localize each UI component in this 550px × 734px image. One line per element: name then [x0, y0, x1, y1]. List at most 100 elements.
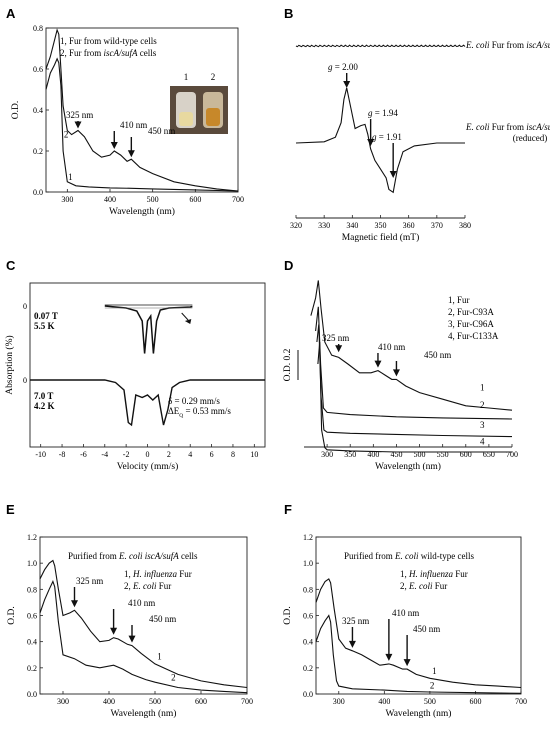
panel-c: -10 -8 -6 -4 -2 0 2 4 6 8 10 Velocity (mm/s) Absorpt…	[4, 282, 266, 472]
x-axis-label: Wavelength (nm)	[386, 708, 452, 719]
arrow-450-head	[392, 369, 400, 377]
legend-title-text: wild-type cells	[419, 551, 475, 561]
panel-a: 300 400 500 600 700 0.0 0.2 0.4 0.6 0.8 Wavelength…	[11, 24, 244, 217]
quadrupole-value: = 0.53 mm/s	[183, 406, 231, 416]
series-line-top	[295, 44, 466, 48]
panel-b: 320 330 340 350 360 370 380 Magnetic field (mT)…	[290, 40, 550, 243]
annotation-450nm: 450 nm	[413, 624, 440, 634]
annotation-450nm: 450 nm	[148, 126, 175, 136]
x-axis-label: Wavelength (nm)	[375, 461, 441, 472]
temp-label-2: 4.2 K	[34, 401, 55, 411]
panel-letter-f: F	[284, 502, 292, 517]
y-tick-label: 0.8	[303, 585, 313, 594]
y-axis-label: O.D.	[11, 101, 21, 119]
arrow-450-head	[403, 659, 411, 667]
curve-label-1: 1	[432, 666, 437, 676]
x-tick-label: 550	[437, 450, 449, 459]
curve-label-3: 3	[480, 420, 485, 430]
panel-letter-c: C	[6, 258, 16, 273]
label-italic: iscA/sufA	[526, 40, 550, 50]
legend-text: Fur	[157, 581, 172, 591]
y-tick-label: 0.4	[27, 638, 37, 647]
x-tick-label: 400	[103, 697, 115, 706]
x-tick-label: 500	[149, 697, 161, 706]
legend-title: Purified from E. coli wild-type cells	[344, 551, 474, 561]
curve-label-1: 1	[68, 172, 73, 182]
arrow-410-head	[385, 653, 393, 661]
panel-e: 300 400 500 600 700 0.0 0.2 0.4 0.6 0.8 1.0 1.2 Wave…	[7, 533, 253, 719]
x-tick-label: 2	[167, 450, 171, 459]
x-tick-label: 600	[460, 450, 472, 459]
annotation-410nm: 410 nm	[120, 120, 147, 130]
plot-frame	[29, 282, 266, 448]
y-tick-label: 0.0	[303, 690, 313, 699]
y-tick-label: 0.2	[303, 664, 313, 673]
x-axis-label: Magnetic field (mT)	[342, 232, 420, 243]
legend-entry-2: 2, E. coli Fur	[400, 581, 447, 591]
series-line-1	[45, 57, 239, 192]
annotation-325nm: 325 nm	[322, 333, 349, 343]
legend-entry-3: 3, Fur-C96A	[448, 319, 494, 329]
x-axis-label: Wavelength (nm)	[111, 708, 177, 719]
field-label-1: 0.07 T	[34, 311, 58, 321]
x-tick-label: 10	[250, 450, 258, 459]
label-text: Fur from	[490, 40, 527, 50]
legend-italic: H. influenza	[132, 569, 177, 579]
g-label-2-00: g = 2.00	[328, 62, 358, 72]
feature-arrow	[181, 312, 189, 321]
legend-num: 1,	[124, 569, 133, 579]
legend-num: 2,	[124, 581, 133, 591]
x-tick-label: 400	[367, 450, 379, 459]
arrow-450-head	[127, 150, 135, 158]
legend-title-text: Purified from	[344, 551, 395, 561]
legend-title-italic: E. coli	[394, 551, 419, 561]
x-tick-label: 300	[57, 697, 69, 706]
curve-label-2: 2	[64, 130, 69, 140]
g-symbol: g	[372, 132, 377, 142]
legend-entry-2: 2, Fur from iscA/sufA cells	[60, 48, 157, 58]
x-tick-label: 350	[344, 450, 356, 459]
x-tick-label: 360	[403, 221, 415, 230]
x-tick-label: -8	[59, 450, 66, 459]
legend-italic: E. coli	[132, 581, 157, 591]
y-tick-label: 0.0	[33, 188, 43, 197]
annotation-410nm: 410 nm	[392, 608, 419, 618]
annotation-325nm: 325 nm	[66, 110, 93, 120]
legend-title-text: Purified from	[68, 551, 119, 561]
legend-entry-1: 1, Fur	[448, 295, 470, 305]
legend-entry-1: 1, H. influenza Fur	[400, 569, 468, 579]
legend-title-italic: E. coli iscA/sufA	[118, 551, 179, 561]
g-label-1-91: g = 1.91	[372, 132, 402, 142]
curve-label-1: 1	[157, 652, 162, 662]
arrow-330-head	[348, 640, 356, 648]
x-tick-label: -10	[35, 450, 46, 459]
y-tick-label: 0.0	[27, 690, 37, 699]
legend-entry-2: 2, Fur-C93A	[448, 307, 494, 317]
label-italic: E. coli	[465, 40, 490, 50]
g-label-1-94: g = 1.94	[368, 108, 398, 118]
annotation-325nm: 325 nm	[342, 616, 369, 626]
legend-num: 2,	[400, 581, 409, 591]
x-tick-label: 650	[483, 450, 495, 459]
trace-label-reduced: E. coli Fur from iscA/sufA cells	[465, 122, 550, 132]
x-tick-label: 0	[146, 450, 150, 459]
x-tick-label: -6	[80, 450, 87, 459]
x-tick-label: 340	[346, 221, 358, 230]
legend-num: 1,	[400, 569, 409, 579]
y-axis-label: O.D.	[283, 606, 293, 624]
trace-label-top: E. coli Fur from iscA/sufA cells	[465, 40, 550, 50]
curve-label-2: 2	[171, 673, 176, 683]
y-tick-label: 0.4	[303, 638, 313, 647]
x-tick-label: 300	[321, 450, 333, 459]
x-tick-label: 6	[210, 450, 214, 459]
curve-label-1: 1	[480, 383, 485, 393]
g-value: = 1.91	[377, 132, 402, 142]
panel-letter-e: E	[6, 502, 15, 517]
y-tick-label: 0.6	[27, 612, 37, 621]
inset-label-2: 2	[211, 72, 216, 82]
y-tick-label: 1.2	[27, 533, 37, 542]
panel-letter-a: A	[6, 6, 16, 21]
annotation-325nm: 325 nm	[76, 576, 103, 586]
y-tick-label: 0.8	[27, 585, 37, 594]
